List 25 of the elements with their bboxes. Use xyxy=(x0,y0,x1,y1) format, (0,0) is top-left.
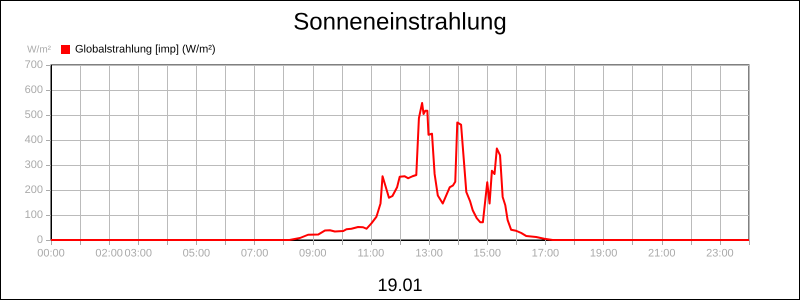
y-tick-label: 300 xyxy=(24,159,43,171)
x-tick-label: 23:00 xyxy=(706,248,734,260)
x-tick-label: 05:00 xyxy=(182,248,210,260)
y-tick-label: 100 xyxy=(24,209,43,221)
y-tick-label: 700 xyxy=(24,59,43,71)
x-tick-label: 19:00 xyxy=(590,248,618,260)
x-tick-label: 07:00 xyxy=(240,248,268,260)
x-tick-label: 13:00 xyxy=(415,248,443,260)
x-tick-label: 00:00 xyxy=(37,248,65,260)
y-tick-label: 200 xyxy=(24,184,43,196)
x-tick-label: 02:00 xyxy=(95,248,123,260)
x-tick-label: 03:00 xyxy=(124,248,152,260)
x-tick-label: 21:00 xyxy=(648,248,676,260)
y-tick-label: 500 xyxy=(24,109,43,121)
y-tick-label: 600 xyxy=(24,84,43,96)
y-tick-label: 0 xyxy=(36,234,43,246)
legend-label: Globalstrahlung [imp] (W/m²) xyxy=(75,44,216,56)
x-tick-label: 15:00 xyxy=(473,248,502,260)
x-tick-label: 11:00 xyxy=(358,248,384,260)
y-tick-label: 400 xyxy=(24,134,43,146)
x-axis-title: 19.01 xyxy=(377,275,423,295)
x-tick-label: 17:00 xyxy=(532,248,560,260)
y-axis-title: W/m² xyxy=(27,44,52,56)
chart-title: Sonneneinstrahlung xyxy=(293,8,507,36)
x-tick-label: 09:00 xyxy=(298,248,327,260)
